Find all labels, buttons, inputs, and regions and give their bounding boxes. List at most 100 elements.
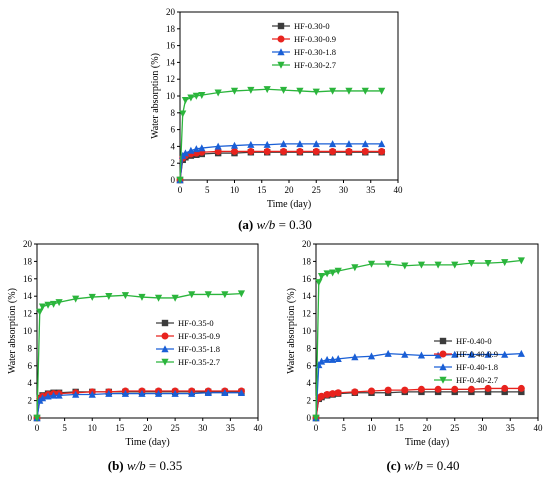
data-point xyxy=(198,91,206,99)
data-point xyxy=(323,391,331,399)
data-point xyxy=(378,147,386,155)
x-tick-label: 0 xyxy=(314,423,319,433)
chart-panel-2: 0 5 10 15 20 25 30 35 40 0 2 4 6 8 10 12 14 16 18 20 Time (d… xyxy=(286,239,543,473)
data-point xyxy=(198,144,206,152)
data-point xyxy=(401,386,409,394)
y-tick-label: 0 xyxy=(307,413,312,423)
series-HF-0.40-0 xyxy=(312,388,525,422)
data-point xyxy=(88,390,96,398)
y-tick-label: 10 xyxy=(23,326,33,336)
panel-caption: (b) w/b = 0.35 xyxy=(108,458,183,473)
data-point xyxy=(138,293,146,301)
caption-wb: w/b xyxy=(127,458,146,473)
data-point xyxy=(312,88,320,96)
y-tick-label: 20 xyxy=(302,239,312,249)
data-point xyxy=(451,261,459,269)
series-line xyxy=(36,292,242,419)
y-tick-label: 10 xyxy=(302,326,312,336)
x-tick-label: 15 xyxy=(115,423,125,433)
legend-label: HF-0.40-0 xyxy=(456,336,492,346)
data-point xyxy=(378,140,386,148)
data-point xyxy=(317,272,326,280)
series-HF-0.40-2.7 xyxy=(312,257,525,422)
data-point xyxy=(312,414,320,422)
y-tick-label: 16 xyxy=(166,41,176,51)
legend: HF-0.30-0 HF-0.30-0.9 HF-0.30-1.8 HF-0.30-2… xyxy=(272,21,336,70)
y-tick-label: 12 xyxy=(302,309,311,319)
data-point xyxy=(38,303,47,311)
legend-swatch-marker xyxy=(161,345,169,353)
legend-label: HF-0.40-2.7 xyxy=(456,375,498,385)
y-tick-label: 4 xyxy=(307,378,312,388)
data-point xyxy=(192,92,200,100)
series-line xyxy=(179,151,382,181)
data-point xyxy=(263,140,271,148)
data-point xyxy=(329,140,337,148)
x-tick-label: 20 xyxy=(143,423,153,433)
data-point xyxy=(214,142,222,150)
y-axis-title: Water absorption (%) xyxy=(7,288,18,374)
data-point xyxy=(49,391,58,399)
data-point xyxy=(334,355,342,363)
data-point xyxy=(38,394,47,402)
x-tick-label: 35 xyxy=(366,185,376,195)
data-point xyxy=(171,294,179,302)
x-tick-label: 35 xyxy=(226,423,236,433)
data-point xyxy=(296,140,304,148)
data-point xyxy=(280,147,288,155)
data-point xyxy=(334,267,342,275)
caption-letter: (a) xyxy=(238,217,253,232)
y-tick-label: 8 xyxy=(171,108,176,118)
x-tick-label: 40 xyxy=(254,423,264,433)
x-tick-label: 10 xyxy=(230,185,240,195)
data-point xyxy=(263,86,271,94)
y-tick-label: 6 xyxy=(28,361,33,371)
data-point xyxy=(188,389,196,397)
x-tick-label: 40 xyxy=(534,423,544,433)
data-point xyxy=(247,140,255,148)
y-tick-label: 20 xyxy=(23,239,33,249)
x-tick-label: 20 xyxy=(423,423,433,433)
legend-swatch-marker xyxy=(439,350,447,358)
x-tick-label: 5 xyxy=(62,423,67,433)
data-point xyxy=(105,293,113,300)
data-point xyxy=(176,176,184,184)
data-point xyxy=(263,147,271,155)
x-axis-title: Time (day) xyxy=(267,199,311,210)
legend-swatch-marker xyxy=(439,337,447,345)
data-point xyxy=(329,390,337,398)
data-point xyxy=(434,385,442,393)
data-point xyxy=(36,308,44,316)
data-point xyxy=(368,387,375,395)
legend: HF-0.35-0 HF-0.35-0.9 HF-0.35-1.8 HF-0.35-2… xyxy=(156,318,220,367)
data-point xyxy=(484,350,492,358)
data-point xyxy=(105,389,113,397)
data-point xyxy=(187,94,195,102)
x-tick-label: 10 xyxy=(88,423,98,433)
data-point xyxy=(88,293,96,301)
y-tick-label: 8 xyxy=(307,343,312,353)
data-point xyxy=(434,351,442,359)
data-point xyxy=(345,87,353,95)
data-point xyxy=(279,86,288,94)
y-tick-label: 10 xyxy=(166,91,176,101)
y-tick-label: 8 xyxy=(28,343,33,353)
y-tick-label: 2 xyxy=(171,158,176,168)
series-HF-0.30-1.8 xyxy=(176,140,386,184)
data-point xyxy=(55,299,63,307)
data-point xyxy=(154,294,163,302)
y-tick-label: 18 xyxy=(302,256,312,266)
y-tick-label: 18 xyxy=(23,256,33,266)
y-axis-title: Water absorption (%) xyxy=(150,53,161,139)
caption-value: = 0.40 xyxy=(426,458,459,473)
series-line xyxy=(179,150,382,181)
data-point xyxy=(204,291,212,299)
data-point xyxy=(401,350,409,358)
data-point xyxy=(329,147,337,155)
data-point xyxy=(323,355,331,363)
data-point xyxy=(312,140,320,148)
data-point xyxy=(501,384,509,392)
caption-wb: w/b xyxy=(257,217,276,232)
data-point xyxy=(401,262,409,270)
data-point xyxy=(467,259,475,267)
